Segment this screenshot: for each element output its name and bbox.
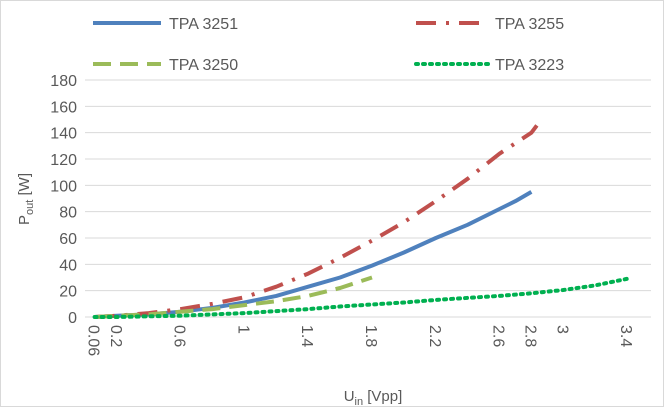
legend-label-tpa-3251: TPA 3251 [169, 16, 238, 33]
series-line-tpa-3250 [94, 275, 373, 319]
y-tick-label-100: 100 [50, 178, 77, 195]
y-tick-label-60: 60 [59, 231, 77, 248]
y-tick-label-40: 40 [59, 257, 77, 274]
x-tick-label-1: 1 [234, 325, 251, 334]
x-tick-label-1.8: 1.8 [362, 325, 379, 347]
y-axis-title: Pout [W] [16, 173, 36, 225]
y-tick-label-20: 20 [59, 284, 77, 301]
x-tick-label-0.6: 0.6 [171, 325, 188, 347]
legend-label-tpa-3223: TPA 3223 [495, 57, 564, 74]
y-axis-tick-labels: 0 20 40 60 80 100 120 140 160 180 [50, 73, 77, 327]
gridlines [85, 79, 651, 318]
y-tick-label-120: 120 [50, 152, 77, 169]
series-lines [92, 120, 630, 319]
x-tick-label-0.2: 0.2 [107, 325, 124, 347]
x-tick-label-2.8: 2.8 [521, 325, 538, 347]
x-tick-label-2.6: 2.6 [490, 325, 507, 347]
legend-label-tpa-3255: TPA 3255 [495, 16, 564, 33]
y-tick-label-140: 140 [50, 126, 77, 143]
series-line-tpa-3223 [92, 276, 630, 319]
legend-label-tpa-3250: TPA 3250 [169, 57, 238, 74]
x-axis-title: Uin [Vpp] [344, 388, 403, 408]
x-tick-label-3: 3 [553, 325, 570, 334]
x-tick-label-2.2: 2.2 [426, 325, 443, 347]
x-tick-label-1.4: 1.4 [298, 325, 315, 347]
x-axis-tick-labels: 0.06 0.2 0.6 1 1.4 1.8 2.2 2.6 2.8 3 3.4 [85, 325, 635, 356]
series-line-tpa-3255 [94, 120, 541, 319]
y-tick-label-0: 0 [68, 310, 77, 327]
y-tick-label-160: 160 [50, 99, 77, 116]
x-tick-label-3.4: 3.4 [617, 325, 634, 347]
x-tick-label-0.06: 0.06 [85, 325, 102, 356]
y-tick-label-80: 80 [59, 205, 77, 222]
legend: TPA 3251 TPA 3255 TPA 3250 TPA 3223 [93, 16, 564, 74]
y-tick-label-180: 180 [50, 73, 77, 90]
